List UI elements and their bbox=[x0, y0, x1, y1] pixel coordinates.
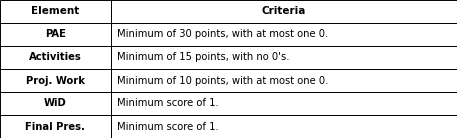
Text: Proj. Work: Proj. Work bbox=[26, 75, 85, 86]
Text: Criteria: Criteria bbox=[261, 6, 306, 17]
Text: Activities: Activities bbox=[29, 52, 82, 63]
Bar bbox=[0, 92, 111, 115]
Text: Minimum of 30 points, with at most one 0.: Minimum of 30 points, with at most one 0… bbox=[117, 30, 329, 39]
Bar bbox=[0, 23, 111, 46]
Bar bbox=[0, 115, 111, 138]
Text: WiD: WiD bbox=[44, 99, 67, 108]
Text: PAE: PAE bbox=[45, 30, 66, 39]
Bar bbox=[111, 0, 457, 23]
Text: Minimum score of 1.: Minimum score of 1. bbox=[117, 99, 219, 108]
Text: Final Pres.: Final Pres. bbox=[25, 121, 85, 132]
Bar bbox=[111, 46, 457, 69]
Bar bbox=[111, 92, 457, 115]
Text: Minimum of 10 points, with at most one 0.: Minimum of 10 points, with at most one 0… bbox=[117, 75, 329, 86]
Text: Minimum score of 1.: Minimum score of 1. bbox=[117, 121, 219, 132]
Bar bbox=[0, 69, 111, 92]
Bar bbox=[111, 115, 457, 138]
Bar bbox=[111, 69, 457, 92]
Bar bbox=[111, 23, 457, 46]
Text: Minimum of 15 points, with no 0's.: Minimum of 15 points, with no 0's. bbox=[117, 52, 290, 63]
Text: Element: Element bbox=[31, 6, 80, 17]
Bar bbox=[0, 46, 111, 69]
Bar bbox=[0, 0, 111, 23]
